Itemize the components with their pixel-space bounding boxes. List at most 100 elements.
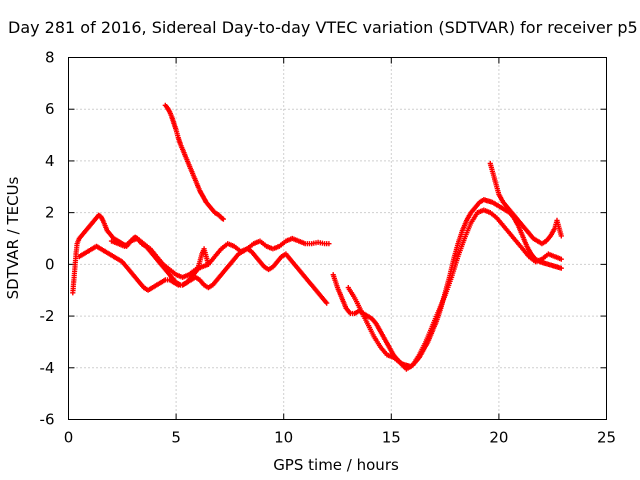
data-point: [373, 321, 383, 333]
data-point: [369, 316, 378, 326]
data-point: [352, 295, 363, 312]
data-point: [283, 251, 292, 261]
data-point: [498, 204, 507, 212]
series-5: [345, 207, 564, 372]
data-point: [442, 276, 454, 298]
data-point: [207, 204, 215, 212]
data-point: [365, 321, 376, 338]
data-point: [149, 283, 158, 291]
data-point: [472, 201, 482, 211]
data-point: [326, 241, 332, 247]
data-point: [212, 247, 223, 260]
data-point: [111, 235, 118, 242]
data-point: [218, 215, 225, 222]
data-point: [289, 235, 300, 243]
data-point: [203, 199, 210, 207]
data-point: [550, 263, 559, 270]
data-point: [220, 216, 226, 222]
x-tick-label: 5: [171, 429, 181, 447]
data-point: [371, 334, 383, 348]
data-point: [169, 274, 176, 282]
data-point: [257, 259, 266, 269]
data-point: [500, 199, 509, 209]
data-point: [188, 275, 197, 283]
data-point: [304, 277, 314, 287]
data-point: [100, 217, 107, 227]
data-point: [210, 278, 219, 288]
data-point: [171, 279, 180, 287]
data-point: [464, 211, 473, 223]
data-point: [158, 278, 167, 286]
data-point: [524, 243, 533, 256]
data-point: [113, 237, 120, 243]
data-point: [270, 260, 279, 270]
data-point: [76, 252, 85, 260]
data-point: [85, 247, 94, 254]
data-point: [83, 226, 90, 234]
data-point: [214, 273, 223, 283]
data-point: [89, 219, 96, 226]
data-point: [167, 272, 174, 279]
data-point: [96, 212, 103, 219]
data-point: [287, 256, 296, 266]
data-point: [526, 254, 537, 264]
data-point: [205, 202, 213, 209]
data-point: [227, 257, 236, 267]
data-point: [522, 225, 531, 235]
data-point: [223, 263, 232, 273]
data-point: [197, 253, 204, 265]
data-point: [365, 313, 374, 321]
data-point: [302, 241, 313, 247]
data-point: [244, 242, 255, 252]
data-point: [504, 204, 514, 214]
data-point: [558, 256, 564, 262]
data-point: [485, 198, 494, 205]
data-point: [315, 239, 325, 246]
data-point: [322, 298, 329, 305]
x-tick-label: 20: [489, 429, 508, 447]
data-point: [558, 233, 564, 239]
data-point: [543, 234, 553, 244]
data-point: [436, 294, 447, 314]
data-point: [132, 274, 141, 284]
data-point: [216, 212, 223, 220]
data-point: [257, 238, 268, 248]
data-point: [423, 325, 434, 345]
data-point: [102, 248, 111, 256]
data-point: [164, 105, 172, 114]
y-tick-label: 6: [45, 100, 55, 118]
data-point: [190, 172, 198, 182]
data-point: [76, 234, 83, 242]
grid: [68, 57, 607, 420]
data-point: [124, 264, 133, 274]
data-point: [558, 265, 564, 271]
data-point: [276, 239, 287, 249]
data-point: [403, 363, 414, 372]
data-point: [162, 277, 171, 283]
data-point: [494, 202, 503, 210]
y-tick-label: -4: [40, 359, 55, 377]
data-point: [545, 261, 554, 268]
data-point: [500, 223, 511, 235]
x-tick-label: 15: [382, 429, 401, 447]
data-point: [489, 168, 497, 180]
plot-frame: [68, 57, 607, 420]
data-point: [210, 207, 217, 214]
data-point: [530, 235, 539, 243]
data-point: [205, 283, 214, 291]
data-point: [184, 278, 193, 286]
data-point: [266, 265, 275, 273]
data-point: [278, 252, 287, 260]
data-point: [78, 232, 86, 239]
data-point: [235, 249, 244, 257]
data-point: [386, 344, 396, 356]
data-point: [93, 243, 102, 251]
data-point: [119, 259, 129, 269]
data-point: [554, 264, 563, 271]
data-point: [180, 146, 187, 156]
data-point: [296, 266, 305, 276]
y-axis-label: SDTVAR / TECUs: [4, 176, 22, 299]
data-point: [214, 211, 221, 218]
data-point: [526, 230, 535, 240]
data-point: [449, 256, 460, 280]
